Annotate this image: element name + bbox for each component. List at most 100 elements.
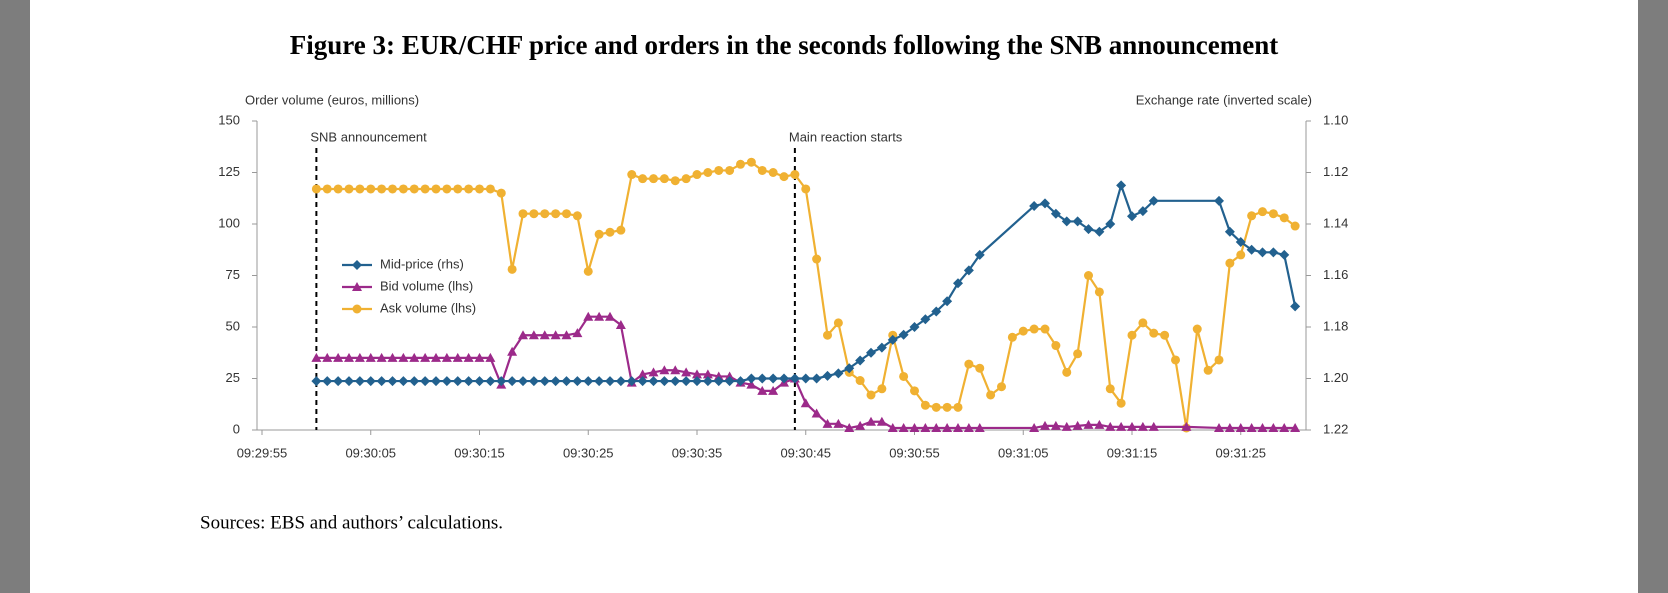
- point: [409, 352, 420, 362]
- point: [1257, 422, 1268, 432]
- point: [474, 352, 485, 362]
- point: [528, 376, 539, 387]
- point: [920, 314, 931, 325]
- point: [953, 278, 963, 289]
- point: [757, 385, 768, 395]
- point: [431, 376, 441, 387]
- point: [713, 376, 724, 387]
- point: [1181, 421, 1192, 431]
- point: [344, 184, 354, 194]
- point: [1148, 195, 1159, 206]
- point: [963, 422, 974, 432]
- point: [1116, 180, 1127, 191]
- point: [909, 422, 920, 432]
- point: [551, 209, 561, 219]
- point: [496, 188, 506, 198]
- point: [757, 373, 768, 384]
- point: [344, 376, 354, 387]
- point: [540, 209, 550, 219]
- point: [670, 365, 681, 375]
- point: [681, 376, 692, 387]
- point: [1258, 207, 1267, 217]
- point: [561, 330, 572, 340]
- point: [975, 363, 985, 373]
- point: [986, 390, 996, 400]
- frame-right: [1638, 0, 1668, 593]
- point: [1171, 355, 1180, 365]
- point: [909, 322, 920, 332]
- x-tick-label: 09:31:15: [1107, 445, 1158, 460]
- point: [703, 168, 713, 177]
- point: [1116, 398, 1126, 408]
- point: [953, 422, 963, 432]
- point: [702, 369, 713, 379]
- point: [725, 165, 735, 175]
- point: [626, 376, 637, 387]
- point: [899, 371, 909, 381]
- point: [1050, 208, 1061, 219]
- point: [518, 376, 528, 387]
- point: [474, 376, 485, 387]
- point: [1279, 213, 1289, 223]
- y-tick-label: 50: [226, 318, 240, 333]
- point: [974, 422, 985, 432]
- point: [746, 373, 757, 384]
- point: [833, 418, 844, 428]
- point: [887, 334, 898, 345]
- point: [1029, 200, 1040, 211]
- point: [1246, 422, 1257, 432]
- point: [1105, 421, 1116, 431]
- x-tick-label: 09:31:05: [998, 445, 1049, 460]
- y2-tick-label: 1.18: [1323, 318, 1348, 333]
- point: [354, 376, 365, 387]
- point: [615, 376, 626, 387]
- series-line: [316, 181, 1297, 383]
- point: [365, 376, 376, 387]
- chart-title: Figure 3: EUR/CHF price and orders in th…: [290, 30, 1279, 60]
- point: [420, 376, 431, 387]
- point: [833, 318, 843, 328]
- point: [1040, 198, 1050, 209]
- point: [1290, 301, 1301, 312]
- source-note: Sources: EBS and authors’ calculations.: [200, 512, 503, 533]
- point: [844, 422, 855, 432]
- point: [1061, 421, 1072, 431]
- y2-tick-label: 1.10: [1323, 112, 1348, 127]
- point: [1094, 226, 1105, 237]
- point: [1083, 224, 1094, 235]
- y-tick-label: 125: [218, 164, 240, 179]
- point: [529, 209, 539, 219]
- point: [1268, 247, 1279, 258]
- point: [441, 376, 452, 387]
- y2-tick-label: 1.12: [1323, 164, 1348, 179]
- point: [420, 352, 431, 362]
- legend-marker: [352, 304, 362, 314]
- point: [811, 408, 822, 418]
- point: [464, 184, 474, 194]
- x-tick-label: 09:30:55: [889, 445, 940, 460]
- x-tick-label: 09:30:05: [345, 445, 396, 460]
- point: [1235, 237, 1246, 248]
- point: [398, 376, 409, 387]
- point: [409, 376, 420, 387]
- point: [333, 184, 343, 194]
- point: [800, 398, 811, 408]
- point: [1061, 216, 1072, 227]
- point: [333, 352, 344, 362]
- point: [398, 352, 409, 362]
- point: [311, 376, 322, 387]
- point: [757, 165, 767, 175]
- point: [485, 376, 496, 387]
- point: [431, 352, 441, 362]
- point: [354, 352, 365, 362]
- point: [681, 174, 691, 184]
- point: [844, 363, 855, 374]
- point: [550, 330, 561, 340]
- series-line: [316, 315, 1296, 430]
- point: [496, 376, 507, 387]
- point: [572, 328, 583, 338]
- point: [789, 373, 800, 384]
- point: [692, 170, 702, 180]
- frame-left: [0, 0, 30, 593]
